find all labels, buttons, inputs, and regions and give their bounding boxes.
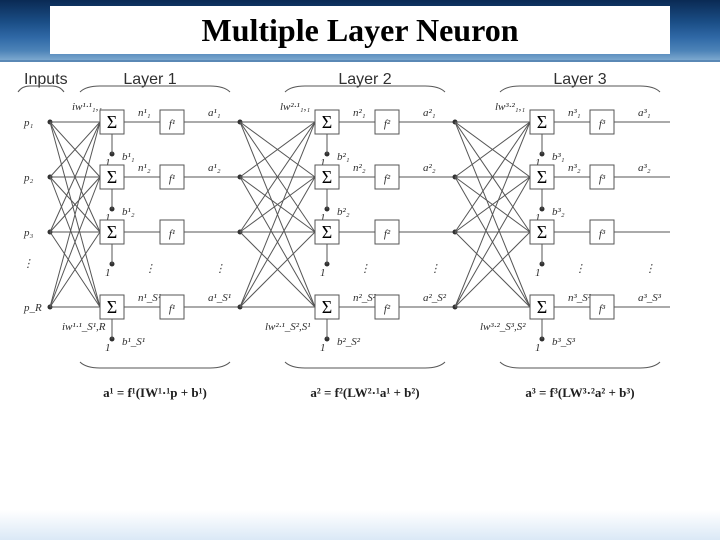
brace-l2-bot <box>285 362 445 368</box>
equation-l2: a² = f²(LW²·¹a¹ + b²) <box>310 385 419 400</box>
svg-text:1: 1 <box>320 267 326 279</box>
svg-text:f¹: f¹ <box>169 228 175 240</box>
svg-text:a³₁: a³₁ <box>638 107 651 119</box>
svg-text:1: 1 <box>535 342 541 354</box>
input-nodes: p₁ p₂ p₃ ⋮ p_R <box>23 117 53 314</box>
svg-text:b²₁: b²₁ <box>337 151 350 163</box>
svg-text:Σ: Σ <box>107 167 117 187</box>
svg-text:a²₁: a²₁ <box>423 107 436 119</box>
svg-text:Σ: Σ <box>107 222 117 242</box>
l3-weight-bot: lw³·²_S³,S² <box>480 321 526 333</box>
svg-text:n¹_S¹: n¹_S¹ <box>138 292 161 304</box>
l1-weight-bot: iw¹·¹_S¹,R <box>62 321 106 333</box>
svg-text:⋮: ⋮ <box>575 263 586 275</box>
svg-text:1: 1 <box>105 267 111 279</box>
svg-text:Σ: Σ <box>322 112 332 132</box>
svg-text:f³: f³ <box>599 303 606 315</box>
n11: n¹₁ <box>138 107 151 119</box>
layer3-group: Σ 1 b³₁ n³₁ f³ a³₁ Σ 1 b³₂ n³₂ f³ a³₂ Σ … <box>530 107 670 354</box>
brace-l1-bot <box>80 362 230 368</box>
brace-l3-bot <box>500 362 660 368</box>
svg-text:⋮: ⋮ <box>215 263 226 275</box>
input-p3: p₃ <box>23 227 34 239</box>
l1-to-l2-wires <box>240 122 315 307</box>
svg-text:Σ: Σ <box>322 167 332 187</box>
svg-text:f²: f² <box>384 303 391 315</box>
svg-text:n²₂: n²₂ <box>353 162 366 174</box>
title-pill: Multiple Layer Neuron <box>50 6 670 54</box>
layer1-label: Layer 1 <box>123 71 176 88</box>
svg-text:⋮: ⋮ <box>360 263 371 275</box>
layer2-group: Σ 1 b²₁ n²₁ f² a²₁ Σ 1 b²₂ n²₂ f² a²₂ Σ … <box>315 107 458 354</box>
input-to-l1-wires <box>50 122 100 307</box>
svg-text:Σ: Σ <box>322 297 332 317</box>
svg-text:⋮: ⋮ <box>430 263 441 275</box>
svg-text:Σ: Σ <box>537 222 547 242</box>
layer2-label: Layer 2 <box>338 71 391 88</box>
header-band: Multiple Layer Neuron <box>0 0 720 62</box>
svg-text:b¹₂: b¹₂ <box>122 206 135 218</box>
input-ellipsis: ⋮ <box>23 258 34 270</box>
f1-1: f¹ <box>169 118 175 130</box>
equation-l3: a³ = f³(LW³·²a² + b³) <box>525 385 634 400</box>
svg-text:1: 1 <box>535 267 541 279</box>
l1-weight-top: iw¹·¹₁,₁ <box>72 101 102 113</box>
svg-text:f³: f³ <box>599 228 606 240</box>
svg-text:n²₁: n²₁ <box>353 107 366 119</box>
svg-text:b²₂: b²₂ <box>337 206 350 218</box>
svg-text:f³: f³ <box>599 118 606 130</box>
svg-text:n³₂: n³₂ <box>568 162 581 174</box>
svg-text:n³_S³: n³_S³ <box>568 292 592 304</box>
sigma-symbol: Σ <box>107 112 117 132</box>
l2-weight-bot: lw²·¹_S²,S¹ <box>265 321 311 333</box>
svg-text:⋮: ⋮ <box>145 263 156 275</box>
l3-weight-top: lw³·²₁,₁ <box>495 101 525 113</box>
b11: b¹₁ <box>122 151 135 163</box>
svg-text:f³: f³ <box>599 173 606 185</box>
svg-text:b¹_S¹: b¹_S¹ <box>122 336 145 348</box>
svg-text:n²_S²: n²_S² <box>353 292 377 304</box>
svg-text:Σ: Σ <box>107 297 117 317</box>
svg-text:a¹₂: a¹₂ <box>208 162 221 174</box>
svg-text:b³₂: b³₂ <box>552 206 565 218</box>
input-p2: p₂ <box>23 172 34 184</box>
network-diagram: Inputs Layer 1 Layer 2 Layer 3 p₁ p₂ p₃ … <box>0 62 720 462</box>
inputs-label: Inputs <box>24 71 68 88</box>
svg-text:Σ: Σ <box>322 222 332 242</box>
svg-text:f²: f² <box>384 118 391 130</box>
svg-text:1: 1 <box>105 342 111 354</box>
svg-text:⋮: ⋮ <box>645 263 656 275</box>
input-pR: p_R <box>23 302 42 314</box>
svg-text:a¹_S¹: a¹_S¹ <box>208 292 231 304</box>
l2-weight-top: lw²·¹₁,₁ <box>280 101 310 113</box>
svg-text:n¹₂: n¹₂ <box>138 162 151 174</box>
svg-text:b³₁: b³₁ <box>552 151 565 163</box>
equation-l1: a¹ = f¹(IW¹·¹p + b¹) <box>103 385 207 400</box>
svg-text:a²₂: a²₂ <box>423 162 436 174</box>
layer3-label: Layer 3 <box>553 71 606 88</box>
page-title: Multiple Layer Neuron <box>201 12 518 49</box>
svg-text:Σ: Σ <box>537 167 547 187</box>
svg-text:Σ: Σ <box>537 112 547 132</box>
svg-text:1: 1 <box>320 342 326 354</box>
svg-text:f²: f² <box>384 173 391 185</box>
svg-text:a³_S³: a³_S³ <box>638 292 662 304</box>
svg-text:f¹: f¹ <box>169 173 175 185</box>
input-p1: p₁ <box>23 117 34 129</box>
svg-text:Σ: Σ <box>537 297 547 317</box>
svg-text:n³₁: n³₁ <box>568 107 581 119</box>
l2-to-l3-wires <box>455 122 530 307</box>
svg-text:f²: f² <box>384 228 391 240</box>
svg-text:f¹: f¹ <box>169 303 175 315</box>
svg-text:a²_S²: a²_S² <box>423 292 447 304</box>
a11: a¹₁ <box>208 107 221 119</box>
layer1-group: Σ 1 b¹₁ n¹₁ f¹ a¹₁ Σ 1 b¹₂ n¹₂ f¹ a¹₂ Σ … <box>100 107 243 354</box>
svg-text:b³_S³: b³_S³ <box>552 336 576 348</box>
footer-gradient <box>0 510 720 540</box>
svg-text:a³₂: a³₂ <box>638 162 651 174</box>
svg-text:b²_S²: b²_S² <box>337 336 361 348</box>
